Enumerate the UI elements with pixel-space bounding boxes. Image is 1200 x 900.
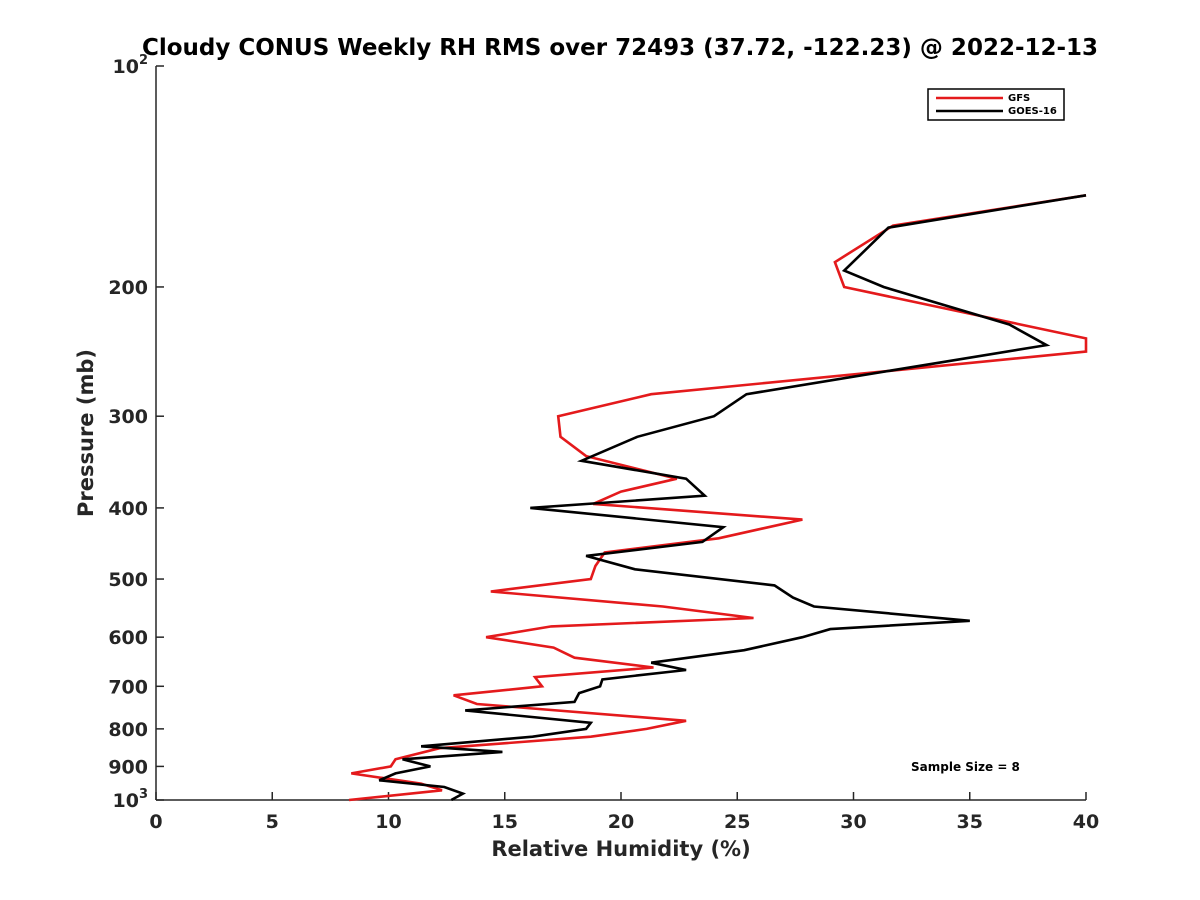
y-axis-label: Pressure (mb) [74,349,98,517]
y-tick-label-600: 600 [108,627,148,649]
x-tick-label-40: 40 [1073,811,1099,833]
y-tick-label-900: 900 [108,756,148,778]
x-tick-label-30: 30 [840,811,866,833]
legend-box [927,88,1065,121]
x-tick-label-20: 20 [608,811,634,833]
y-tick-label-100: 102 [113,53,149,78]
y-tick-label-500: 500 [108,569,148,591]
y-tick-label-700: 700 [108,676,148,698]
x-axis-ticks: 0 5 10 15 20 25 30 35 40 [149,792,1099,833]
series-line-gfs [348,194,1088,802]
x-tick-label-10: 10 [375,811,401,833]
y-tick-label-1000: 103 [113,787,149,812]
legend: GFS GOES-16 [927,88,1065,121]
sample-size-annotation: Sample Size = 8 [911,760,1020,774]
series-lines [348,194,1088,802]
x-tick-label-25: 25 [724,811,750,833]
y-tick-label-800: 800 [108,719,148,741]
x-tick-label-5: 5 [266,811,279,833]
y-tick-label-300: 300 [108,406,148,428]
y-axis-ticks: 102 200 300 400 500 600 700 800 900 103 [108,53,164,812]
x-tick-label-35: 35 [957,811,983,833]
legend-label-goes-16: GOES-16 [1008,106,1057,117]
legend-label-gfs: GFS [1008,93,1030,104]
series-line-goes-16 [378,194,1087,802]
x-tick-label-15: 15 [492,811,518,833]
chart-title: Cloudy CONUS Weekly RH RMS over 72493 (3… [142,35,1098,61]
x-axis-label: Relative Humidity (%) [491,837,750,861]
y-tick-label-200: 200 [108,277,148,299]
x-tick-label-0: 0 [149,811,162,833]
y-tick-label-400: 400 [108,498,148,520]
